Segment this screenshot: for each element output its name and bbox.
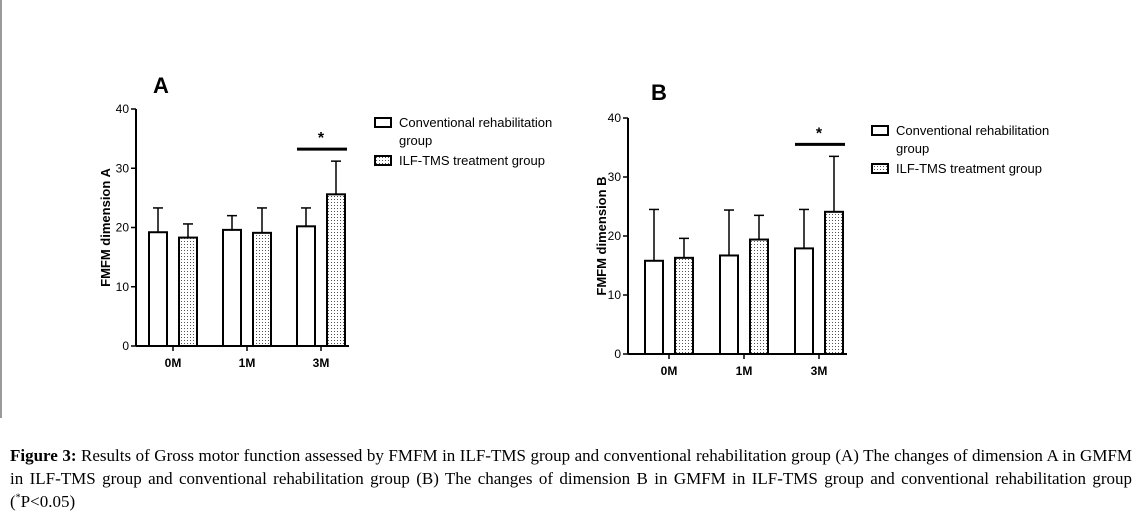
- legend-swatch-conventional: [374, 117, 392, 128]
- legend-label-conventional-line1: Conventional rehabilitation: [896, 123, 1049, 138]
- bar-conventional-3m: [296, 225, 316, 347]
- x-tick-label-0m: 0M: [661, 364, 678, 378]
- figure-frame-border: [0, 0, 2, 418]
- y-axis-title: FMFM dimension A: [98, 168, 113, 287]
- bar-conventional-3m: [794, 247, 814, 355]
- y-tick-label: 10: [608, 288, 622, 302]
- legend-swatch-ilf-tms: [871, 163, 889, 174]
- legend-swatch-conventional: [871, 125, 889, 136]
- bar-ilf-tms-1m: [252, 231, 272, 348]
- y-tick-label: 30: [608, 170, 622, 184]
- bar-conventional-1m: [222, 228, 242, 347]
- figure-chart-area: A 0 10 20 30 40 FMFM dimension A 0M 1M 3M * Convent…: [98, 73, 1049, 378]
- caption-tail: P<0.05): [20, 492, 76, 511]
- legend-label-conventional: Conventional rehabilitation group: [896, 123, 1049, 156]
- y-tick-label: 10: [116, 280, 130, 294]
- bar-ilf-tms-0m: [674, 256, 694, 355]
- bar-conventional-1m: [719, 254, 739, 355]
- significance-star: *: [318, 130, 325, 147]
- y-axis-title: FMFM dimension B: [594, 176, 609, 295]
- legend-label-conventional: Conventional rehabilitation group: [399, 115, 552, 148]
- significance-star: *: [816, 125, 823, 142]
- bar-ilf-tms-3m: [326, 193, 346, 347]
- y-tick-label: 0: [122, 339, 129, 353]
- y-tick-label: 30: [116, 161, 130, 175]
- bar-ilf-tms-1m: [749, 238, 769, 355]
- bar-conventional-0m: [644, 259, 664, 355]
- caption-label: Figure 3:: [10, 446, 77, 465]
- caption-significance-mark: *: [15, 492, 21, 504]
- chart-panel-b: B 0 10 20 30 40 FMFM dimension B 0M 1M 3M * Convent…: [594, 80, 1049, 378]
- legend-swatch-ilf-tms: [374, 155, 392, 166]
- x-tick-label-0m: 0M: [165, 356, 182, 370]
- x-tick-label-3m: 3M: [811, 364, 828, 378]
- panel-label-a: A: [153, 73, 169, 98]
- y-tick-label: 0: [614, 347, 621, 361]
- legend-label-conventional-line1: Conventional rehabilitation: [399, 115, 552, 130]
- caption-text: Results of Gross motor function assessed…: [10, 446, 1132, 511]
- y-tick-label: 20: [608, 229, 622, 243]
- legend-label-conventional-line2: group: [399, 133, 432, 148]
- legend-label-ilf-tms: ILF-TMS treatment group: [399, 153, 545, 168]
- x-tick-label-3m: 3M: [313, 356, 330, 370]
- chart-panel-a: A 0 10 20 30 40 FMFM dimension A 0M 1M 3M * Convent…: [98, 73, 552, 370]
- bar-ilf-tms-0m: [178, 236, 198, 347]
- x-tick-label-1m: 1M: [239, 356, 256, 370]
- bar-conventional-0m: [148, 231, 168, 348]
- y-tick-label: 40: [608, 111, 622, 125]
- legend-label-ilf-tms: ILF-TMS treatment group: [896, 161, 1042, 176]
- y-tick-label: 20: [116, 221, 130, 235]
- legend-label-conventional-line2: group: [896, 141, 929, 156]
- panel-label-b: B: [651, 80, 667, 105]
- bar-ilf-tms-3m: [824, 210, 844, 355]
- y-tick-label: 40: [116, 102, 130, 116]
- figure-caption: Figure 3: Results of Gross motor functio…: [10, 444, 1132, 513]
- x-tick-label-1m: 1M: [736, 364, 753, 378]
